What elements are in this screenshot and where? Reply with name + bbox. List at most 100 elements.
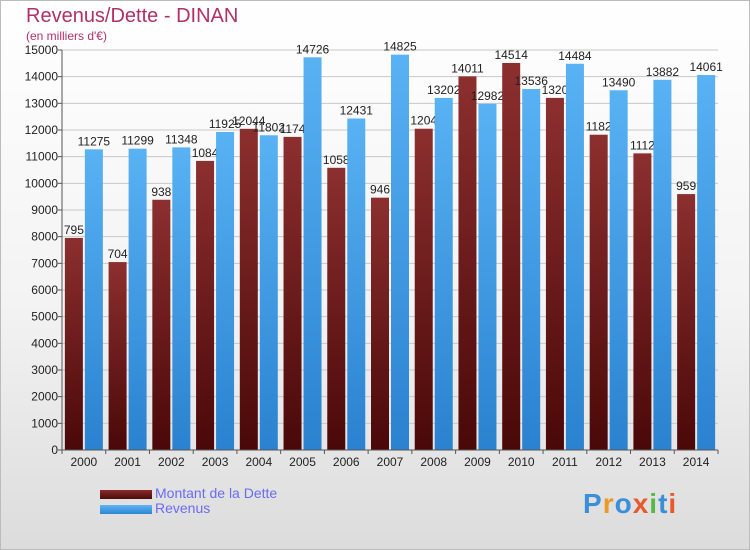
y-tick-label: 6000 [31, 283, 58, 297]
data-label-dette: 1204 [410, 114, 437, 128]
y-tick-label: 5000 [31, 310, 58, 324]
bar-dette [371, 197, 389, 450]
bar-dette [283, 136, 302, 450]
y-tick-label: 3000 [31, 363, 58, 377]
bar-revenus [565, 63, 584, 450]
y-tick-label: 11000 [26, 150, 59, 164]
x-tick-label: 2013 [639, 455, 666, 469]
bar-dette [64, 237, 83, 450]
data-label-dette: 1174 [280, 122, 306, 136]
data-label-dette: 1320 [542, 83, 569, 97]
x-tick-label: 2011 [552, 455, 578, 469]
x-tick-label: 2006 [333, 455, 360, 469]
x-tick-label: 2003 [202, 455, 229, 469]
y-tick-label: 10000 [25, 176, 59, 190]
chart-subtitle: (en milliers d'€) [26, 29, 107, 43]
data-label-dette: 946 [370, 183, 390, 197]
y-tick-label: 8000 [31, 230, 58, 244]
bar-revenus [697, 75, 716, 450]
x-tick-label: 2005 [289, 455, 316, 469]
bar-revenus [216, 132, 235, 450]
data-label-dette: 1084 [192, 146, 219, 160]
data-label-revenus: 11925 [209, 117, 242, 131]
axes: 0 1000 2000 3000 4000 5000 6000 7000 8000 9000 100… [25, 43, 719, 469]
bar-revenus [128, 148, 147, 450]
data-label-dette: 14514 [495, 48, 529, 62]
data-label-dette: 1112 [630, 138, 655, 152]
bar-revenus [347, 118, 366, 451]
logo-letter: P [583, 488, 603, 519]
logo-letter: i [649, 488, 659, 519]
bar-revenus [434, 97, 453, 451]
data-label-revenus: 13536 [515, 74, 549, 88]
bar-dette [414, 128, 433, 450]
data-label-revenus: 14484 [558, 49, 592, 63]
bar-dette [677, 194, 696, 450]
y-tick-label: 2000 [31, 390, 58, 404]
logo-letter: r [602, 488, 615, 519]
data-label-revenus: 11348 [165, 132, 198, 146]
legend-label-dette: Montant de la Dette [155, 485, 278, 501]
legend-swatch-revenus [100, 505, 152, 514]
data-label-revenus: 13202 [427, 83, 461, 97]
data-label-revenus: 13490 [602, 75, 636, 89]
data-label-dette: 14011 [451, 61, 484, 75]
bar-revenus [609, 90, 628, 451]
bar-dette [152, 199, 171, 450]
bar-dette [545, 97, 564, 450]
data-label-revenus: 11275 [78, 134, 111, 148]
bar-dette [502, 62, 521, 451]
y-tick-label: 7000 [31, 256, 58, 270]
chart-title: Revenus/Dette - DINAN [26, 5, 239, 27]
bar-dette [327, 167, 346, 450]
data-label-dette: 1182 [586, 120, 612, 134]
y-tick-label: 15000 [25, 43, 59, 57]
bar-dette [239, 128, 258, 450]
data-label-revenus: 14061 [689, 60, 723, 74]
x-tick-label: 2002 [158, 455, 185, 469]
data-label-revenus: 14825 [383, 40, 417, 54]
logo-letter: i [668, 488, 678, 519]
bar-revenus [172, 147, 191, 451]
bar-revenus [522, 89, 541, 450]
legend-label-revenus: Revenus [155, 500, 211, 516]
data-label-revenus: 14726 [296, 42, 330, 56]
x-tick-label: 2000 [71, 455, 98, 469]
x-tick-label: 2007 [377, 455, 404, 469]
bar-revenus [391, 54, 409, 451]
legend-swatch-dette [100, 490, 152, 499]
data-label-dette: 959 [676, 179, 696, 193]
data-label-revenus: 12431 [340, 104, 374, 118]
logo-letter: o [614, 488, 633, 519]
logo-letter: x [632, 488, 650, 519]
proxiti-logo: Proxiti [583, 488, 677, 520]
y-tick-label: 12000 [25, 123, 59, 137]
grid [62, 49, 718, 451]
bars: 7951127570411299938113481084119251204411… [64, 40, 723, 451]
data-label-revenus: 13882 [646, 65, 680, 79]
bar-revenus [84, 149, 103, 451]
bar-revenus [478, 103, 497, 451]
data-label-dette: 795 [64, 223, 84, 237]
x-tick-label: 2008 [420, 455, 447, 469]
bar-dette [196, 160, 215, 450]
bar-revenus [303, 57, 322, 450]
x-tick-label: 2010 [508, 455, 535, 469]
y-tick-label: 13000 [25, 96, 59, 110]
y-tick-label: 0 [51, 443, 58, 457]
x-tick-label: 2014 [683, 455, 710, 469]
logo-letter: t [658, 488, 669, 519]
data-label-revenus: 12982 [471, 89, 505, 103]
y-tick-label: 9000 [31, 203, 58, 217]
data-label-revenus: 11802 [253, 120, 286, 134]
data-label-revenus: 11299 [121, 134, 154, 148]
bar-dette [458, 76, 477, 450]
data-label-dette: 1058 [323, 153, 350, 167]
y-tick-label: 14000 [25, 70, 59, 84]
bar-dette [633, 153, 652, 451]
data-label-dette: 704 [108, 247, 128, 261]
bar-revenus [653, 79, 672, 451]
y-tick-label: 1000 [31, 416, 58, 430]
y-tick-label: 4000 [31, 336, 58, 350]
